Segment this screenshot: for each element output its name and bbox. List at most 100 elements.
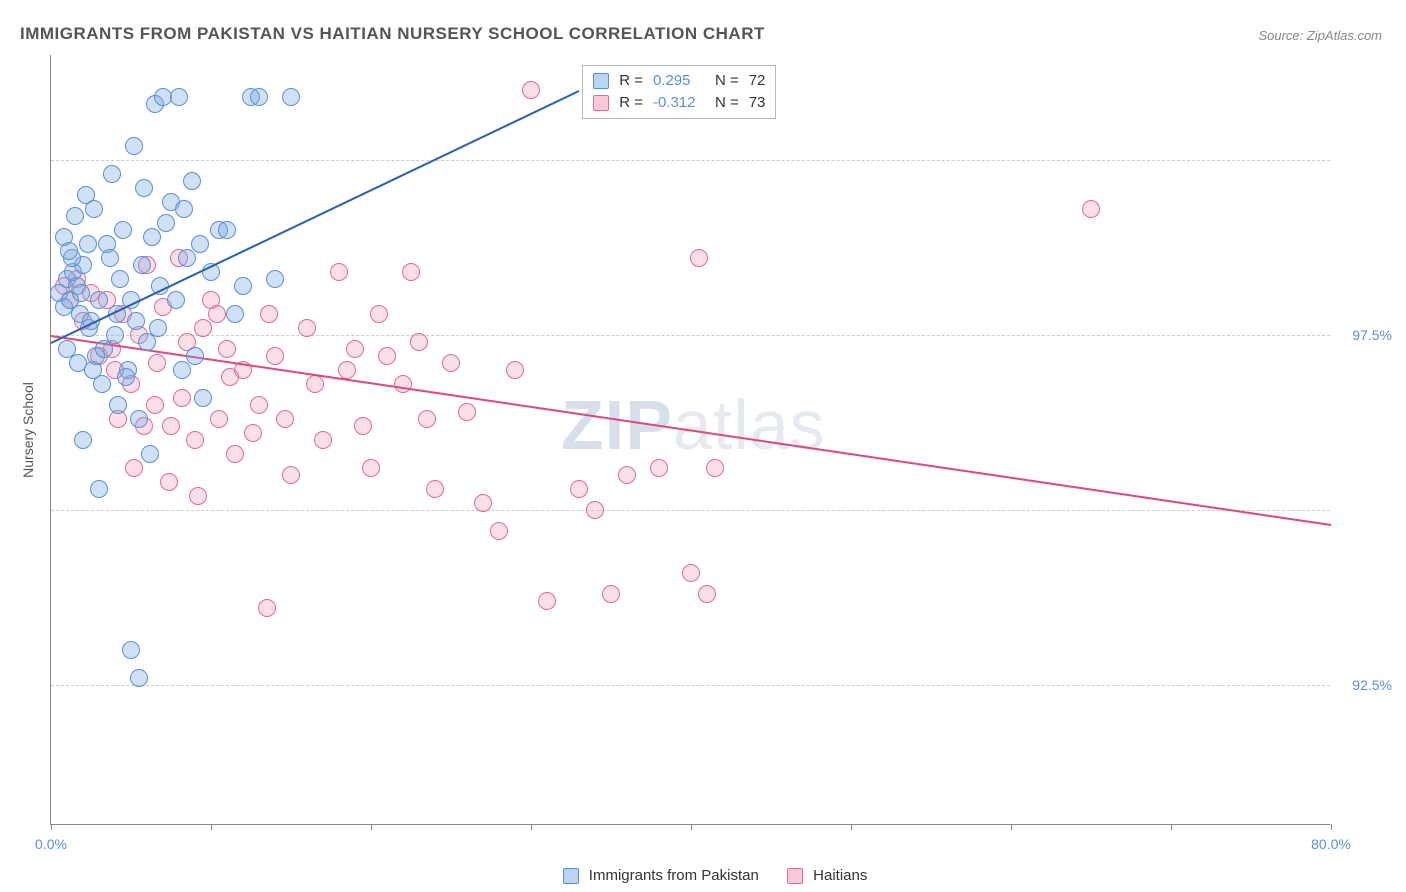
- scatter-point-pakistan: [101, 249, 119, 267]
- scatter-point-haitians: [282, 466, 300, 484]
- scatter-point-haitians: [125, 459, 143, 477]
- scatter-point-haitians: [146, 396, 164, 414]
- scatter-point-haitians: [346, 340, 364, 358]
- scatter-point-pakistan: [167, 291, 185, 309]
- scatter-point-haitians: [506, 361, 524, 379]
- gridline: [51, 160, 1330, 161]
- scatter-point-pakistan: [141, 445, 159, 463]
- scatter-point-pakistan: [266, 270, 284, 288]
- scatter-point-haitians: [338, 361, 356, 379]
- scatter-point-haitians: [260, 305, 278, 323]
- scatter-point-haitians: [370, 305, 388, 323]
- scatter-point-haitians: [330, 263, 348, 281]
- scatter-point-pakistan: [122, 641, 140, 659]
- scatter-point-haitians: [650, 459, 668, 477]
- scatter-point-haitians: [474, 494, 492, 512]
- scatter-point-pakistan: [117, 368, 135, 386]
- scatter-point-haitians: [250, 396, 268, 414]
- scatter-point-pakistan: [282, 88, 300, 106]
- scatter-point-pakistan: [175, 200, 193, 218]
- scatter-point-haitians: [298, 319, 316, 337]
- stats-swatch: [593, 95, 609, 111]
- scatter-point-pakistan: [170, 88, 188, 106]
- scatter-point-pakistan: [149, 319, 167, 337]
- scatter-point-pakistan: [114, 221, 132, 239]
- scatter-point-haitians: [1082, 200, 1100, 218]
- x-tick: [851, 824, 852, 830]
- y-tick-label: 97.5%: [1352, 327, 1392, 343]
- legend-label-haitians: Haitians: [813, 867, 867, 884]
- scatter-point-haitians: [210, 410, 228, 428]
- scatter-point-pakistan: [178, 249, 196, 267]
- scatter-point-pakistan: [111, 270, 129, 288]
- scatter-point-haitians: [221, 368, 239, 386]
- scatter-point-pakistan: [173, 361, 191, 379]
- x-tick: [1011, 824, 1012, 830]
- scatter-point-pakistan: [226, 305, 244, 323]
- scatter-point-haitians: [698, 585, 716, 603]
- scatter-point-haitians: [690, 249, 708, 267]
- scatter-point-pakistan: [66, 207, 84, 225]
- x-tick: [1171, 824, 1172, 830]
- scatter-point-pakistan: [218, 221, 236, 239]
- scatter-point-haitians: [402, 263, 420, 281]
- x-tick: [371, 824, 372, 830]
- scatter-point-haitians: [362, 459, 380, 477]
- scatter-point-pakistan: [157, 214, 175, 232]
- scatter-point-pakistan: [234, 277, 252, 295]
- x-tick-label: 80.0%: [1311, 836, 1351, 852]
- scatter-point-haitians: [194, 319, 212, 337]
- scatter-point-haitians: [418, 410, 436, 428]
- scatter-point-pakistan: [95, 340, 113, 358]
- stats-box: R =0.295N =72R =-0.312N =73: [582, 65, 776, 119]
- y-tick-label: 92.5%: [1352, 677, 1392, 693]
- scatter-point-pakistan: [103, 165, 121, 183]
- scatter-point-pakistan: [125, 137, 143, 155]
- scatter-point-pakistan: [109, 396, 127, 414]
- scatter-point-pakistan: [127, 312, 145, 330]
- scatter-point-haitians: [354, 417, 372, 435]
- gridline: [51, 335, 1330, 336]
- y-axis-label: Nursery School: [20, 382, 36, 478]
- gridline: [51, 510, 1330, 511]
- scatter-point-haitians: [602, 585, 620, 603]
- scatter-point-haitians: [208, 305, 226, 323]
- trend-line-pakistan: [51, 90, 580, 344]
- scatter-point-haitians: [276, 410, 294, 428]
- scatter-point-haitians: [458, 403, 476, 421]
- scatter-point-haitians: [394, 375, 412, 393]
- scatter-point-pakistan: [194, 389, 212, 407]
- scatter-point-haitians: [522, 81, 540, 99]
- x-tick: [691, 824, 692, 830]
- scatter-point-haitians: [490, 522, 508, 540]
- source-label: Source: ZipAtlas.com: [1258, 28, 1382, 43]
- scatter-point-haitians: [148, 354, 166, 372]
- scatter-point-haitians: [173, 389, 191, 407]
- scatter-point-pakistan: [186, 347, 204, 365]
- scatter-point-haitians: [314, 431, 332, 449]
- scatter-point-pakistan: [143, 228, 161, 246]
- scatter-point-pakistan: [133, 256, 151, 274]
- scatter-point-pakistan: [250, 88, 268, 106]
- scatter-point-haitians: [186, 431, 204, 449]
- x-tick-label: 0.0%: [35, 836, 67, 852]
- scatter-point-haitians: [266, 347, 284, 365]
- scatter-point-pakistan: [90, 480, 108, 498]
- x-tick: [531, 824, 532, 830]
- scatter-point-haitians: [426, 480, 444, 498]
- stats-row: R =0.295N =72: [593, 70, 765, 92]
- scatter-point-haitians: [586, 501, 604, 519]
- scatter-point-pakistan: [79, 235, 97, 253]
- scatter-point-haitians: [378, 347, 396, 365]
- scatter-point-pakistan: [93, 375, 111, 393]
- scatter-point-haitians: [218, 340, 236, 358]
- plot-area: ZIPatlas R =0.295N =72R =-0.312N =73 92.…: [50, 55, 1330, 825]
- chart-title: IMMIGRANTS FROM PAKISTAN VS HAITIAN NURS…: [20, 24, 765, 44]
- legend-swatch-haitians: [787, 868, 803, 884]
- scatter-point-pakistan: [130, 669, 148, 687]
- scatter-point-pakistan: [130, 410, 148, 428]
- scatter-point-pakistan: [72, 284, 90, 302]
- scatter-point-haitians: [244, 424, 262, 442]
- scatter-point-haitians: [189, 487, 207, 505]
- scatter-point-pakistan: [60, 242, 78, 260]
